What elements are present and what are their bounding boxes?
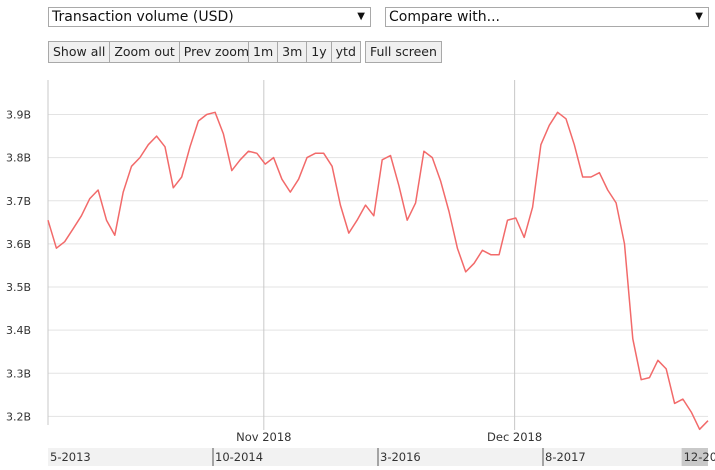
range-navigator[interactable]: 5-2013 10-2014 3-2016 8-2017 12-2018 xyxy=(48,448,715,466)
chart-grid xyxy=(47,80,708,430)
full-screen-button[interactable]: Full screen xyxy=(370,44,437,59)
navigator-label: 8-2017 xyxy=(545,450,586,464)
range-ytd-button[interactable]: ytd xyxy=(335,44,356,59)
show-all-button[interactable]: Show all xyxy=(49,42,111,62)
series-layer xyxy=(47,111,709,431)
y-tick-label: 3.9B xyxy=(6,109,31,122)
dropdown-arrow-icon: ▼ xyxy=(695,11,703,22)
y-tick-label: 3.8B xyxy=(6,152,31,165)
range-3m-button[interactable]: 3m xyxy=(278,42,308,62)
zoom-button-group: Show all Zoom out Prev zoom xyxy=(48,41,255,63)
navigator-label: 10-2014 xyxy=(215,450,263,464)
navigator-label: 3-2016 xyxy=(380,450,421,464)
x-tick-label: Dec 2018 xyxy=(487,430,542,444)
y-axis: 3.2B 3.3B 3.4B 3.5B 3.6B 3.7B 3.8B 3.9B xyxy=(6,109,31,424)
y-tick-label: 3.6B xyxy=(6,238,31,251)
dropdown-arrow-icon: ▼ xyxy=(357,11,365,22)
range-button-group: 1m 3m 1y ytd xyxy=(248,41,361,63)
compare-select[interactable]: Compare with... ▼ xyxy=(385,7,709,27)
navigator-label: 5-2013 xyxy=(50,450,91,464)
y-tick-label: 3.4B xyxy=(6,324,31,337)
series-line xyxy=(47,111,709,431)
y-tick-label: 3.3B xyxy=(6,367,31,380)
range-1m-button[interactable]: 1m xyxy=(249,42,279,62)
metric-select[interactable]: Transaction volume (USD) ▼ xyxy=(48,7,371,27)
x-axis: Nov 2018 Dec 2018 xyxy=(236,430,542,444)
prev-zoom-button[interactable]: Prev zoom xyxy=(183,44,250,59)
y-tick-label: 3.7B xyxy=(6,195,31,208)
range-1y-button[interactable]: 1y xyxy=(307,42,332,62)
navigator-label: 12-2018 xyxy=(684,450,715,464)
x-tick-label: Nov 2018 xyxy=(236,430,291,444)
y-tick-label: 3.5B xyxy=(6,281,31,294)
fullscreen-button-group: Full screen xyxy=(365,41,442,63)
navigator-selection[interactable] xyxy=(681,448,708,466)
zoom-out-button[interactable]: Zoom out xyxy=(110,42,180,62)
compare-select-value: Compare with... xyxy=(389,9,501,25)
y-tick-label: 3.2B xyxy=(6,410,31,423)
metric-select-value: Transaction volume (USD) xyxy=(52,9,234,25)
